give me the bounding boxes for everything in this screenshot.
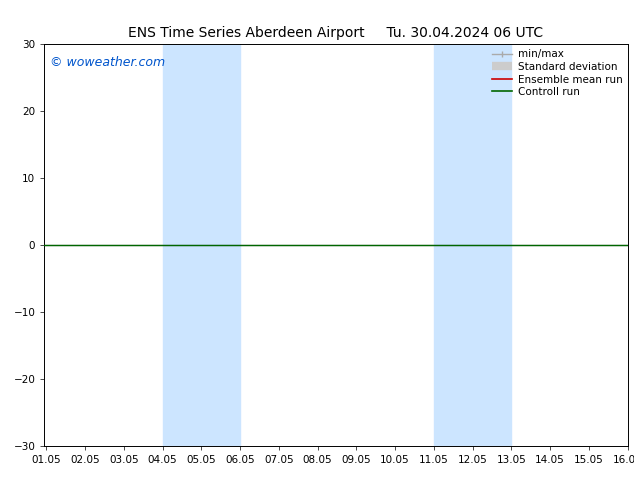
Bar: [162, 44, 240, 446]
Legend: min/max, Standard deviation, Ensemble mean run, Controll run: min/max, Standard deviation, Ensemble me…: [489, 47, 624, 99]
Bar: [434, 44, 512, 446]
Title: ENS Time Series Aberdeen Airport     Tu. 30.04.2024 06 UTC: ENS Time Series Aberdeen Airport Tu. 30.…: [129, 26, 543, 40]
Text: © woweather.com: © woweather.com: [50, 56, 165, 69]
